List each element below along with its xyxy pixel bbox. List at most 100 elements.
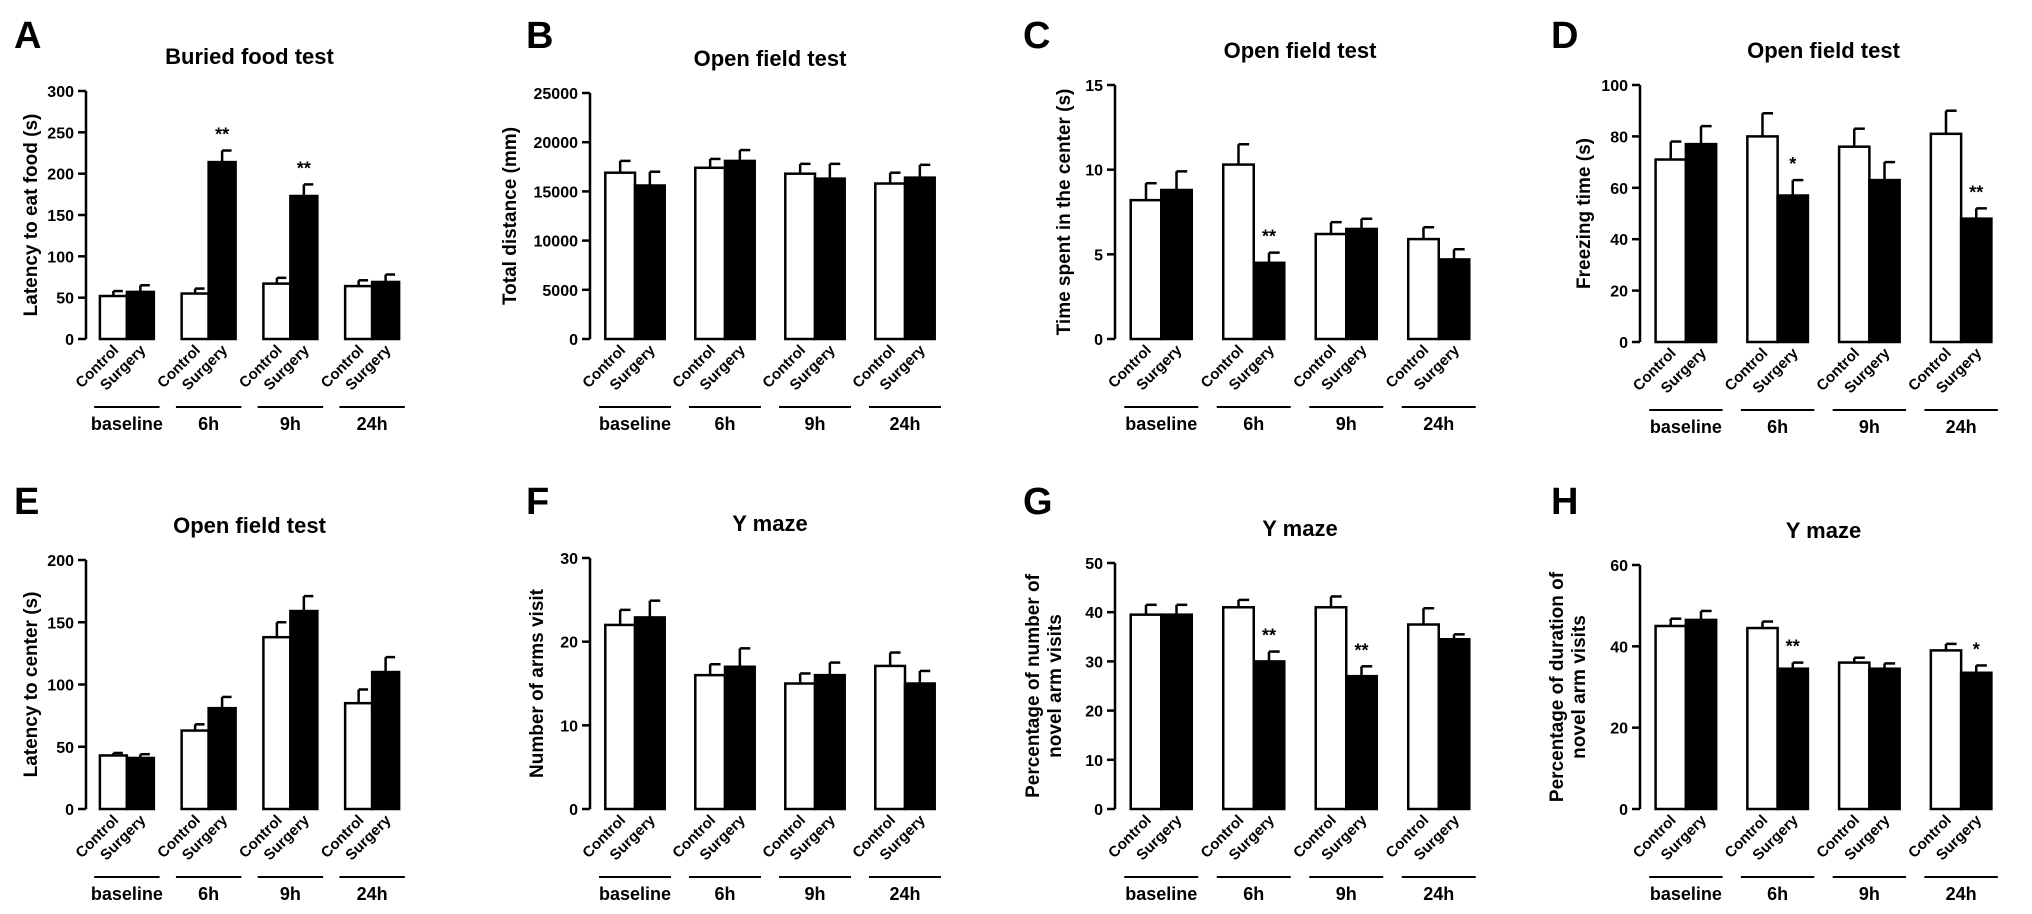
panel-title: Open field test — [694, 46, 847, 71]
y-tick-label: 10 — [1085, 163, 1103, 180]
panel-g: G Y maze 0 10 20 30 40 50 Percentage of number o… — [1023, 481, 1476, 904]
category-label: 9h — [1336, 884, 1357, 904]
y-tick-label: 40 — [1085, 605, 1103, 622]
category-label: baseline — [1650, 417, 1722, 437]
category-label: 9h — [804, 884, 825, 904]
category-label: 9h — [1859, 884, 1880, 904]
y-tick-label: 20 — [560, 635, 578, 652]
y-axis-label: Time spent in the center (s) — [1054, 89, 1075, 336]
significance-marker: ** — [1355, 640, 1369, 660]
y-tick-label: 0 — [569, 332, 578, 349]
y-tick-label: 0 — [569, 802, 578, 819]
bar-control — [1406, 623, 1440, 811]
category-label: 9h — [1336, 414, 1357, 434]
bar-control — [98, 754, 129, 811]
bar-control — [694, 166, 727, 341]
bar-surgery — [1868, 178, 1901, 344]
y-tick-label: 100 — [1601, 78, 1628, 95]
bar-control — [1837, 145, 1871, 344]
y-axis-label: Latency to eat food (s) — [21, 114, 42, 317]
bar-surgery — [1868, 667, 1901, 811]
y-tick-label: 10 — [560, 718, 578, 735]
panel-letter: F — [526, 481, 549, 523]
y-tick-label: 200 — [47, 167, 74, 184]
bar-surgery — [723, 665, 756, 811]
y-tick-label: 50 — [56, 291, 74, 308]
bar-control — [1929, 649, 1963, 811]
bar-control — [1406, 237, 1440, 341]
y-tick-label: 5000 — [542, 283, 578, 300]
significance-marker: ** — [1262, 227, 1276, 247]
y-axis-label-line: Latency to center (s) — [21, 592, 42, 778]
bar-control — [784, 172, 817, 341]
y-tick-label: 0 — [1619, 335, 1628, 352]
category-label: 9h — [280, 884, 301, 904]
category-label: 9h — [804, 414, 825, 434]
bar-control — [694, 673, 727, 811]
category-label: baseline — [599, 884, 671, 904]
bar-surgery — [207, 706, 237, 811]
category-label: 24h — [889, 414, 920, 434]
bar-control — [180, 729, 210, 811]
bar-surgery — [1437, 258, 1471, 341]
panel-letter: A — [14, 15, 41, 57]
y-tick-label: 0 — [1619, 802, 1628, 819]
bar-control — [1221, 163, 1255, 341]
category-label: 6h — [1767, 417, 1788, 437]
panel-title: Buried food test — [165, 44, 334, 69]
bar-control — [1746, 626, 1779, 811]
bar-control — [1221, 606, 1255, 811]
category-label: 6h — [714, 414, 735, 434]
panel-title: Open field test — [1224, 38, 1377, 63]
panel-letter: C — [1023, 15, 1050, 57]
bar-surgery — [633, 184, 666, 341]
bar-surgery — [1959, 671, 1993, 811]
bar-surgery — [1684, 618, 1718, 811]
y-tick-label: 40 — [1610, 639, 1628, 656]
panel-b: B Open field test 0 5000 10000 15000 20000 2500… — [500, 15, 941, 434]
panel-e: E Open field test 0 50 100 150 200 Latency to c… — [14, 481, 405, 904]
y-tick-label: 100 — [47, 678, 74, 695]
bar-surgery — [1252, 261, 1286, 341]
bar-control — [1654, 158, 1688, 344]
y-tick-label: 30 — [1085, 654, 1103, 671]
bar-control — [1129, 613, 1163, 811]
significance-marker: * — [1789, 154, 1796, 174]
bar-surgery — [1345, 227, 1379, 341]
category-label: baseline — [1125, 884, 1197, 904]
y-tick-label: 80 — [1610, 129, 1628, 146]
y-tick-label: 250 — [47, 125, 74, 142]
category-label: baseline — [599, 414, 671, 434]
y-tick-label: 150 — [47, 615, 74, 632]
significance-marker: ** — [1786, 637, 1800, 657]
y-tick-label: 0 — [1094, 332, 1103, 349]
bar-control — [180, 292, 210, 341]
bar-control — [874, 182, 907, 341]
y-tick-label: 40 — [1610, 232, 1628, 249]
bar-control — [874, 664, 907, 811]
bar-control — [1837, 661, 1871, 811]
significance-marker: ** — [1969, 182, 1983, 202]
y-axis-label-line: novel arm visits — [1569, 615, 1590, 759]
bar-surgery — [1959, 217, 1993, 344]
bar-surgery — [1160, 188, 1194, 341]
panel-title: Y maze — [1786, 518, 1861, 543]
y-axis-label-line: Percentage of number of — [1023, 573, 1044, 797]
bar-control — [1929, 132, 1963, 344]
category-label: 24h — [1946, 417, 1977, 437]
bar-control — [604, 623, 637, 811]
y-axis-label: Latency to center (s) — [21, 592, 42, 778]
significance-marker: * — [1973, 639, 1980, 659]
y-tick-label: 150 — [47, 208, 74, 225]
category-label: 6h — [198, 414, 219, 434]
y-axis-label-line: Percentage of duration of — [1547, 571, 1568, 802]
bar-surgery — [723, 159, 756, 341]
category-label: 6h — [714, 884, 735, 904]
category-label: 24h — [1423, 884, 1454, 904]
panel-title: Open field test — [1747, 38, 1900, 63]
bar-control — [98, 294, 129, 341]
y-axis-label-line: Time spent in the center (s) — [1054, 89, 1075, 336]
bar-control — [343, 701, 374, 811]
